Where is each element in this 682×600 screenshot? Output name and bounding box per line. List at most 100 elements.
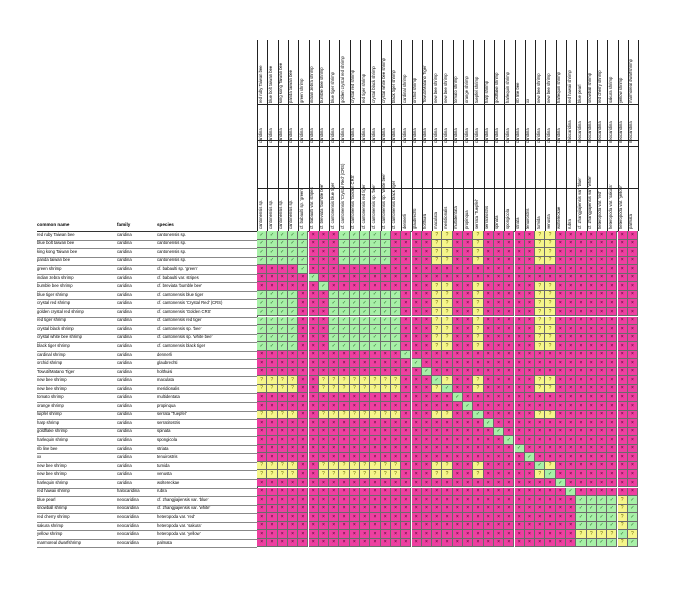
compatible-cell: ✓: [627, 496, 639, 505]
header-divider: [504, 40, 505, 231]
compatible-cell: ✓: [370, 342, 381, 351]
incompatible-cell: ×: [555, 419, 566, 428]
compatible-cell: ✓: [380, 231, 391, 240]
incompatible-cell: ×: [607, 350, 618, 360]
incompatible-cell: ×: [545, 538, 556, 548]
header-divider: [576, 40, 577, 231]
incompatible-cell: ×: [607, 461, 618, 471]
incompatible-cell: ×: [493, 530, 505, 539]
incompatible-cell: ×: [401, 273, 412, 283]
incompatible-cell: ×: [452, 307, 463, 317]
incompatible-cell: ×: [329, 427, 340, 437]
incompatible-cell: ×: [308, 470, 319, 479]
incompatible-cell: ×: [370, 504, 381, 514]
incompatible-cell: ×: [463, 513, 474, 522]
row-species: spinata: [157, 428, 171, 434]
incompatible-cell: ×: [483, 504, 494, 514]
header-divider: [390, 40, 392, 231]
uncertain-cell: ?: [473, 290, 484, 300]
incompatible-cell: ×: [463, 248, 474, 257]
incompatible-cell: ×: [298, 325, 309, 334]
incompatible-cell: ×: [257, 496, 268, 505]
uncertain-cell: ?: [442, 316, 453, 326]
incompatible-cell: ×: [607, 282, 618, 291]
uncertain-cell: ?: [349, 410, 360, 420]
incompatible-cell: ×: [617, 461, 628, 471]
incompatible-cell: ×: [277, 504, 288, 514]
incompatible-cell: ×: [308, 478, 319, 488]
incompatible-cell: ×: [267, 538, 278, 548]
top-header-family: caridina: [463, 128, 469, 143]
top-header-species: cf. babaulti sp. 'green': [298, 188, 304, 229]
uncertain-cell: ?: [329, 384, 340, 394]
top-header-species: cf. zhangjiajiensis var. 'blue': [576, 177, 582, 229]
top-header-species: cf. zhangjiajiensis var. 'white': [587, 175, 593, 229]
incompatible-cell: ×: [493, 350, 505, 360]
uncertain-cell: ?: [576, 530, 587, 539]
incompatible-cell: ×: [318, 504, 330, 514]
incompatible-cell: ×: [277, 282, 288, 291]
incompatible-cell: ×: [267, 350, 278, 360]
incompatible-cell: ×: [329, 350, 340, 360]
incompatible-cell: ×: [421, 538, 433, 548]
incompatible-cell: ×: [442, 478, 453, 488]
top-header-species: tumida: [535, 216, 541, 229]
uncertain-cell: ?: [339, 410, 350, 420]
incompatible-cell: ×: [401, 231, 412, 240]
incompatible-cell: ×: [308, 487, 319, 497]
uncertain-cell: ?: [473, 299, 484, 308]
incompatible-cell: ×: [432, 265, 443, 274]
incompatible-cell: ×: [586, 342, 597, 351]
uncertain-cell: ?: [360, 410, 371, 420]
incompatible-cell: ×: [493, 538, 505, 548]
row-family: caridina: [117, 385, 132, 391]
incompatible-cell: ×: [586, 376, 597, 385]
compatible-cell: ✓: [339, 316, 350, 326]
incompatible-cell: ×: [329, 248, 340, 257]
incompatible-cell: ×: [442, 521, 453, 531]
incompatible-cell: ×: [349, 393, 360, 402]
row-species: cantonensis sp.: [157, 240, 187, 246]
incompatible-cell: ×: [298, 376, 309, 385]
incompatible-cell: ×: [329, 538, 340, 548]
incompatible-cell: ×: [524, 256, 536, 266]
row-family: neocaridina: [117, 513, 139, 519]
incompatible-cell: ×: [473, 419, 484, 428]
incompatible-cell: ×: [463, 342, 474, 351]
top-header-species: propinqua: [463, 210, 469, 229]
incompatible-cell: ×: [442, 513, 453, 522]
incompatible-cell: ×: [442, 530, 453, 539]
incompatible-cell: ×: [287, 513, 299, 522]
incompatible-cell: ×: [298, 427, 309, 437]
incompatible-cell: ×: [586, 307, 597, 317]
incompatible-cell: ×: [421, 436, 433, 445]
incompatible-cell: ×: [257, 444, 268, 454]
top-header-common: cardinal shrimp: [401, 74, 407, 103]
row-common-name: tomato shrimp: [37, 394, 64, 400]
uncertain-cell: ?: [339, 376, 350, 385]
incompatible-cell: ×: [483, 333, 494, 343]
incompatible-cell: ×: [493, 248, 505, 257]
incompatible-cell: ×: [267, 453, 278, 462]
incompatible-cell: ×: [421, 521, 433, 531]
compatible-cell: ✓: [339, 333, 350, 343]
incompatible-cell: ×: [329, 419, 340, 428]
uncertain-cell: ?: [617, 496, 628, 505]
uncertain-cell: ?: [586, 530, 597, 539]
top-header-species: rubra: [566, 219, 572, 229]
incompatible-cell: ×: [339, 487, 350, 497]
uncertain-cell: ?: [442, 239, 453, 249]
incompatible-cell: ×: [586, 402, 597, 411]
incompatible-cell: ×: [370, 538, 381, 548]
compatible-cell: ✓: [267, 299, 278, 308]
row-family: neocaridina: [117, 539, 139, 545]
uncertain-cell: ?: [318, 470, 330, 479]
incompatible-cell: ×: [586, 239, 597, 249]
incompatible-cell: ×: [566, 325, 577, 334]
incompatible-cell: ×: [493, 478, 505, 488]
header-species: species: [157, 222, 174, 227]
compatible-cell: ✓: [586, 538, 597, 548]
compatible-cell: ✓: [349, 248, 360, 257]
incompatible-cell: ×: [596, 290, 608, 300]
incompatible-cell: ×: [380, 359, 391, 368]
